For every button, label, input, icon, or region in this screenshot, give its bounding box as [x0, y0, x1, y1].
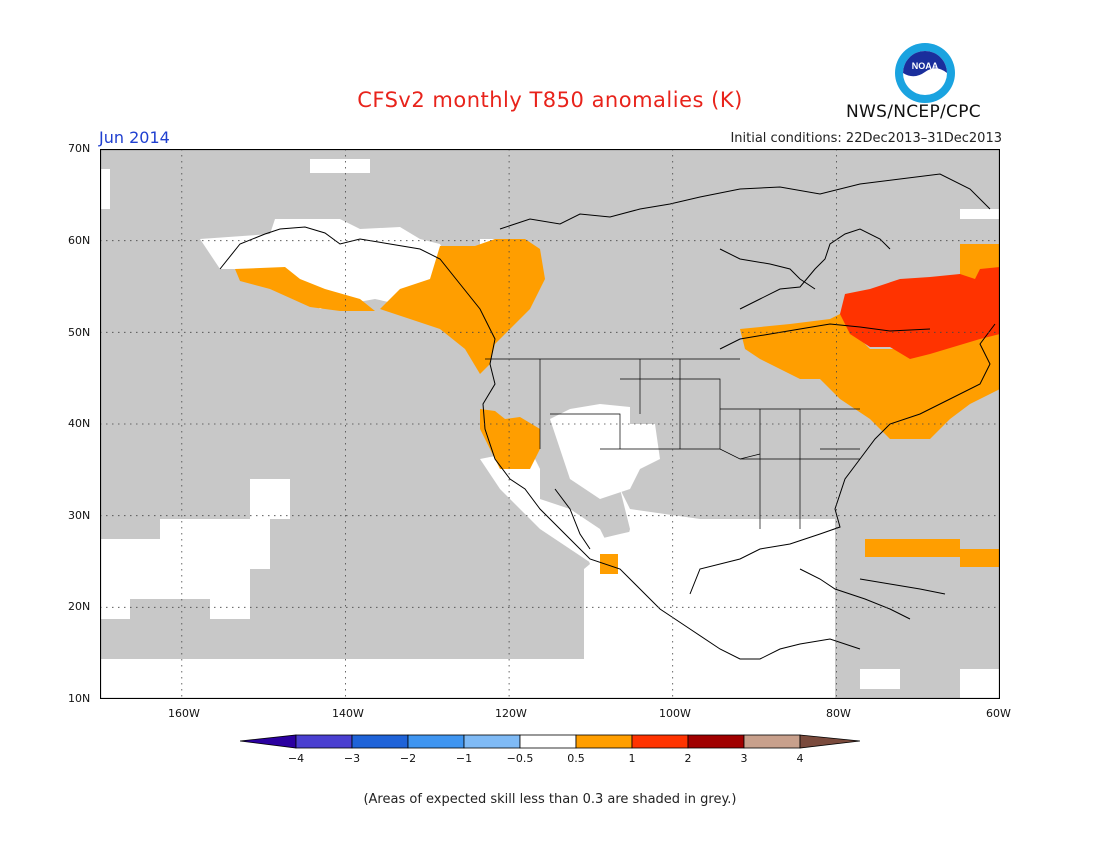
- svg-text:NOAA: NOAA: [912, 61, 939, 71]
- lat-label-50n: 50N: [68, 326, 91, 339]
- legend-swatch: [407, 734, 465, 749]
- lat-label-40n: 40N: [68, 417, 91, 430]
- legend-swatch: [295, 734, 353, 749]
- legend-label: 0.5: [567, 752, 585, 765]
- lon-label-140w: 140W: [332, 707, 364, 720]
- graticule: [100, 149, 1000, 699]
- forecast-period: Jun 2014: [99, 128, 170, 147]
- anomaly-map: [100, 149, 1000, 699]
- lat-label-60n: 60N: [68, 234, 91, 247]
- legend-arrow-left: [240, 734, 297, 749]
- legend-label: 1: [629, 752, 636, 765]
- lat-label-70n: 70N: [68, 142, 91, 155]
- legend-arrow-right: [799, 734, 860, 749]
- map-frame: [100, 149, 1000, 699]
- legend-label: 4: [797, 752, 804, 765]
- legend-swatch: [743, 734, 801, 749]
- lon-label-80w: 80W: [826, 707, 851, 720]
- legend-swatch: [351, 734, 409, 749]
- legend-label: −4: [288, 752, 304, 765]
- lon-label-60w: 60W: [986, 707, 1011, 720]
- legend-label: −2: [400, 752, 416, 765]
- lon-label-100w: 100W: [659, 707, 691, 720]
- initial-conditions: Initial conditions: 22Dec2013–31Dec2013: [730, 131, 1002, 146]
- color-legend: −4 −3 −2 −1 −0.5 0.5 1 2 3 4: [240, 734, 860, 765]
- legend-label: −1: [456, 752, 472, 765]
- legend-label: −0.5: [507, 752, 534, 765]
- legend-swatch: [631, 734, 689, 749]
- state-borders: [485, 358, 860, 529]
- legend-swatch: [687, 734, 745, 749]
- legend-label: 3: [741, 752, 748, 765]
- lat-label-30n: 30N: [68, 509, 91, 522]
- legend-label: 2: [685, 752, 692, 765]
- lat-label-10n: 10N: [68, 692, 91, 705]
- lat-label-20n: 20N: [68, 600, 91, 613]
- legend-swatch: [575, 734, 633, 749]
- legend-label: −3: [344, 752, 360, 765]
- noaa-logo: NOAA: [895, 43, 955, 103]
- lon-label-120w: 120W: [495, 707, 527, 720]
- legend-swatch: [463, 734, 521, 749]
- agency-label: NWS/NCEP/CPC: [846, 102, 981, 122]
- skill-footnote: (Areas of expected skill less than 0.3 a…: [363, 792, 737, 807]
- chart-title: CFSv2 monthly T850 anomalies (K): [357, 88, 743, 112]
- lon-label-160w: 160W: [168, 707, 200, 720]
- positive-anomaly-1-2: [840, 267, 1000, 359]
- legend-swatch: [519, 734, 577, 749]
